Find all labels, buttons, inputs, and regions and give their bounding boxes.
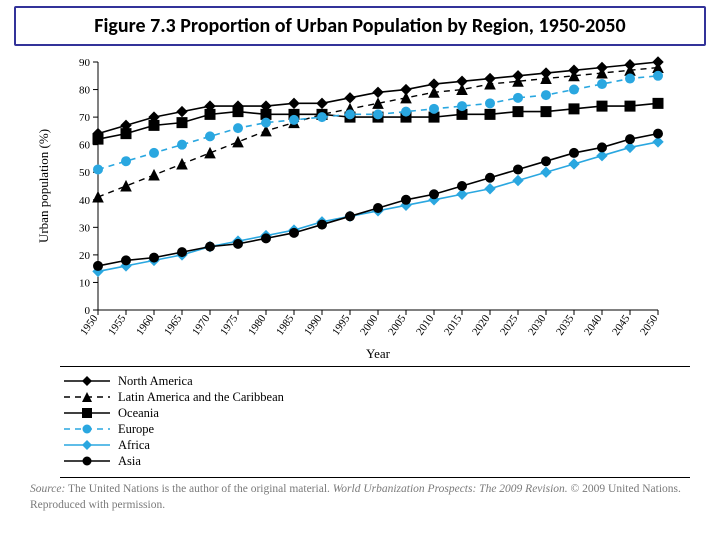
svg-text:Africa: Africa (118, 438, 150, 452)
svg-text:60: 60 (79, 140, 91, 152)
svg-text:40: 40 (79, 195, 91, 207)
svg-text:Year: Year (366, 346, 391, 361)
svg-text:30: 30 (79, 222, 91, 234)
svg-text:2020: 2020 (470, 312, 493, 337)
source-italic: World Urbanization Prospects: The 2009 R… (333, 483, 568, 495)
svg-text:Urban population (%): Urban population (%) (36, 129, 51, 243)
chart-area: 0102030405060708090195019551960196519701… (30, 54, 690, 364)
svg-text:1960: 1960 (134, 312, 157, 337)
svg-text:Asia: Asia (118, 454, 141, 468)
source-label: Source: (30, 483, 65, 495)
svg-text:90: 90 (79, 57, 91, 69)
svg-text:70: 70 (79, 112, 91, 124)
svg-text:1955: 1955 (106, 312, 129, 337)
title-bar: Figure 7.3 Proportion of Urban Populatio… (14, 6, 706, 46)
svg-text:1995: 1995 (330, 312, 353, 337)
svg-text:80: 80 (79, 85, 91, 97)
svg-text:1950: 1950 (78, 312, 101, 337)
svg-text:Oceania: Oceania (118, 406, 159, 420)
svg-text:2045: 2045 (610, 312, 633, 337)
svg-text:2025: 2025 (498, 312, 521, 337)
svg-text:2050: 2050 (638, 312, 661, 337)
svg-text:20: 20 (79, 250, 91, 262)
svg-text:1985: 1985 (274, 312, 297, 337)
svg-text:2035: 2035 (554, 312, 577, 337)
source-part1: The United Nations is the author of the … (65, 483, 332, 495)
svg-text:Latin America and the Caribbea: Latin America and the Caribbean (118, 390, 285, 404)
figure-title: Figure 7.3 Proportion of Urban Populatio… (94, 14, 625, 38)
line-chart: 0102030405060708090195019551960196519701… (30, 54, 690, 364)
svg-text:2010: 2010 (414, 312, 437, 337)
svg-text:2015: 2015 (442, 312, 465, 337)
svg-text:10: 10 (79, 277, 91, 289)
svg-text:50: 50 (79, 167, 91, 179)
svg-text:1975: 1975 (218, 312, 241, 337)
svg-text:1990: 1990 (302, 312, 325, 337)
svg-text:1970: 1970 (190, 312, 213, 337)
svg-text:2040: 2040 (582, 312, 605, 337)
svg-text:1965: 1965 (162, 312, 185, 337)
svg-text:2030: 2030 (526, 312, 549, 337)
source-citation: Source: The United Nations is the author… (30, 480, 690, 513)
svg-text:Europe: Europe (118, 422, 155, 436)
legend-svg: North America Latin America and the Carib… (60, 371, 660, 471)
source-text: Source: The United Nations is the author… (30, 482, 690, 513)
svg-text:North America: North America (118, 374, 193, 388)
svg-text:2005: 2005 (386, 312, 409, 337)
svg-text:1980: 1980 (246, 312, 269, 337)
svg-text:2000: 2000 (358, 312, 381, 337)
legend: North America Latin America and the Carib… (60, 366, 690, 478)
